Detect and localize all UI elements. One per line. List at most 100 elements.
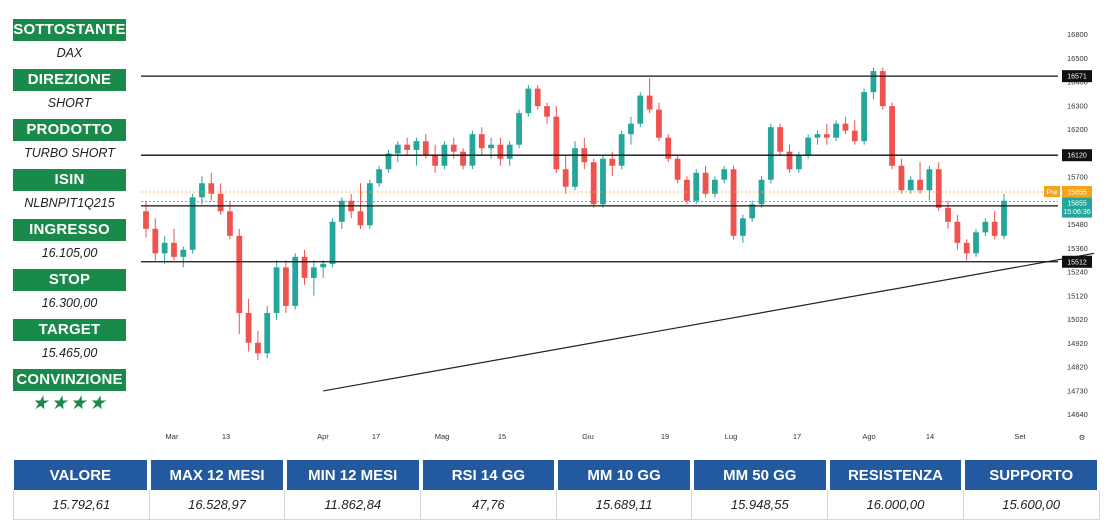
x-tick-label: Lug [725,432,738,441]
candle-body [338,200,345,222]
candle-body [814,134,821,138]
sidebar-label-prodotto: PRODOTTO [13,119,126,141]
x-tick-label: 19 [661,432,669,441]
candle-body [767,127,774,180]
candle-body [712,179,718,194]
candle-body [991,221,998,236]
candle-body [488,144,494,149]
y-tick-label: 15020 [1067,315,1088,324]
stats-header: RESISTENZA [827,460,966,490]
last-time-label: 15:06:36 [1063,209,1090,216]
candle-body [422,141,429,156]
candle-body [469,134,476,166]
candle-body [329,221,336,264]
candle-body [450,144,457,152]
candle-body [413,141,420,150]
candle-body [637,95,644,124]
sidebar-value-prodotto: TURBO SHORT [24,146,115,160]
candle-body [385,153,392,170]
candle-body [143,211,149,229]
candle-body [320,263,327,268]
trendline [323,252,1094,392]
stats-value: 16.000,00 [827,490,964,520]
candle-body [954,221,961,243]
candle-body [786,151,793,170]
stats-header: VALORE [13,460,152,490]
candle-body [730,169,737,236]
y-tick-label: 14730 [1067,386,1088,395]
pre-tag-label: Pre [1047,190,1058,197]
level-tag [1062,149,1092,162]
candle-body [646,95,653,110]
sidebar-label-target: TARGET [13,319,126,341]
candle-body [553,116,560,170]
stats-header: SUPPORTO [963,460,1101,490]
candle-body [851,130,858,142]
x-tick-label: Mar [166,432,179,441]
y-tick-label: 14640 [1067,410,1088,419]
candle-body [273,267,280,313]
candle-body [665,137,672,159]
candle-body [152,228,159,254]
stats-header: RSI 14 GG [420,460,559,490]
x-tick-label: 17 [793,432,801,441]
candle-body [749,204,756,219]
price-chart: 1680016500164001630016200160001570015600… [138,14,1094,446]
candle-body [842,123,849,131]
x-tick-label: 17 [372,432,380,441]
candle-body [963,242,970,254]
x-tick-label: Ago [862,432,875,441]
candle-body [721,169,728,180]
sidebar-value-stop: 16.300,00 [41,296,98,310]
stats-value: 15.600,00 [963,490,1100,520]
sidebar-label-isin: ISIN [13,169,126,191]
stats-value: 15.792,61 [13,490,150,520]
candle-body [255,342,261,354]
last-price-tag [1062,197,1092,218]
stats-header: MM 10 GG [556,460,694,490]
sidebar-label-convinzione: CONVINZIONE [13,369,126,391]
candle-body [376,169,383,184]
x-tick-label: Apr [317,432,329,441]
sidebar-value-isin: NLBNPIT1Q215 [24,196,115,210]
stats-header-row: VALORE MAX 12 MESI MIN 12 MESI RSI 14 GG MM … [13,460,1101,490]
x-tick-label: Set [1014,432,1026,441]
candle-body [693,172,700,201]
candle-body [171,242,177,257]
y-tick-label: 15700 [1067,173,1088,182]
sidebar-value-ingresso: 16.105,00 [41,246,98,260]
x-tick-label: 14 [926,432,934,441]
candle-body [180,249,187,257]
pre-value-label: 15855 [1067,190,1087,197]
candle-body [795,155,802,170]
candle-body [702,172,709,194]
candle-body [208,183,215,194]
candle-body [823,134,830,138]
x-tick-label: 13 [222,432,230,441]
candle-body [656,109,662,138]
candle-body [394,144,401,154]
candle-body [870,71,877,93]
candle-body [357,211,364,226]
candle-body [777,127,784,152]
candle-body [618,134,625,166]
stats-header: MM 50 GG [691,460,830,490]
y-tick-label: 16800 [1067,30,1088,39]
level-tag [1062,70,1092,83]
stats-value: 15.948,55 [691,490,829,520]
candle-body [572,148,578,187]
y-tick-label: 15120 [1067,291,1088,300]
y-tick-label: 16300 [1067,101,1088,110]
candle-body [310,267,317,278]
candle-body [506,144,513,159]
candle-body [432,155,438,166]
x-tick-label: Giu [582,432,594,441]
candle-body [516,113,522,145]
candle-body [161,242,168,254]
candle-body [833,123,840,138]
candle-body [544,106,550,117]
candle-body [404,144,411,150]
stats-value: 16.528,97 [149,490,286,520]
y-tick-label: 14920 [1067,339,1088,348]
sidebar-label-ingresso: INGRESSO [13,219,126,241]
